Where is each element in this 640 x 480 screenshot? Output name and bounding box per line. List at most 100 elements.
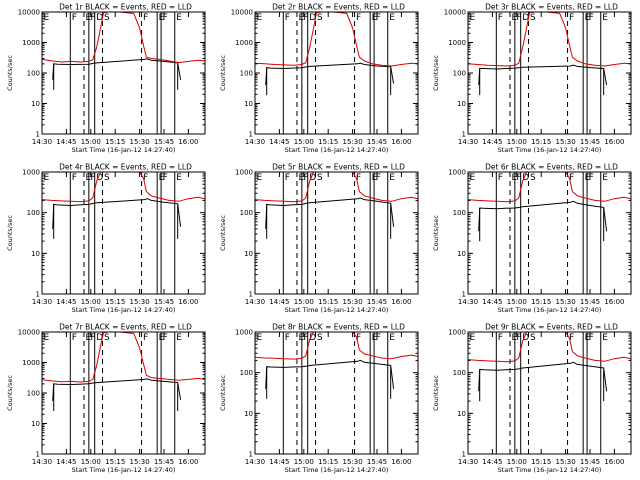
marker-label-9: F [589,173,594,183]
x-tick-label: 14:30 [245,138,265,146]
events-series-line [265,359,395,389]
y-axis-title: Counts/sec [219,375,227,411]
marker-label-6: S [317,13,323,23]
events-series-line [478,361,608,392]
marker-label-2: F [285,13,290,23]
marker-label-9: F [163,13,168,23]
marker-label-6: S [104,173,110,183]
marker-label-10: E [176,13,182,23]
y-tick-label: 1 [249,451,253,459]
marker-label-5: D [309,173,316,183]
x-tick-label: 16:00 [178,138,198,146]
x-axis-title: Start Time (16-Jan-12 14:27:40) [498,466,602,474]
panel-title: Det 2r BLACK = Events, RED = LLD [272,3,405,12]
x-tick-label: 14:45 [269,458,289,466]
plot-frame [254,331,419,455]
x-tick-label: 15:30 [556,298,576,306]
y-tick-label: 100 [240,70,253,78]
marker-label-6: S [104,333,110,343]
marker-label-5: D [96,173,103,183]
panel-title: Det 4r BLACK = Events, RED = LLD [59,163,192,172]
y-tick-label: 100 [27,70,40,78]
marker-label-4: F [90,13,95,23]
x-tick-label: 15:00 [81,458,101,466]
marker-label-4: F [303,13,308,23]
events-series-line [52,198,182,229]
y-tick-label: 10 [244,250,253,258]
y-tick-label: 10 [457,100,466,108]
x-axis-title: Start Time (16-Jan-12 14:27:40) [72,466,176,474]
x-tick-label: 15:00 [294,458,314,466]
x-tick-label: 15:15 [318,138,338,146]
y-axis-title: Counts/sec [432,215,440,251]
marker-label-6: S [530,173,536,183]
panel-title: Det 5r BLACK = Events, RED = LLD [272,163,405,172]
y-tick-label: 1000 [22,359,40,367]
marker-label-9: F [376,13,381,23]
x-tick-label: 14:45 [482,458,502,466]
y-tick-label: 1 [462,451,466,459]
marker-label-1: E [44,173,50,183]
x-tick-label: 14:45 [56,458,76,466]
panel-2: Det 2r BLACK = Events, RED = LLDEFEFDSFE… [219,3,419,154]
x-tick-label: 15:15 [105,458,125,466]
y-axis-title: Counts/sec [6,55,14,91]
y-tick-label: 1 [462,131,466,139]
x-tick-label: 15:45 [154,138,174,146]
y-tick-label: 1000 [448,329,466,337]
x-tick-label: 15:00 [294,298,314,306]
y-tick-label: 10 [31,420,40,428]
marker-label-8: E [372,333,378,343]
events-series-line [265,62,395,86]
y-tick-label: 1 [36,451,40,459]
marker-label-5: D [96,333,103,343]
marker-label-1: E [470,13,476,23]
y-tick-label: 1000 [235,39,253,47]
x-tick-label: 16:00 [178,458,198,466]
y-tick-label: 1000 [448,169,466,177]
y-tick-label: 10 [457,250,466,258]
marker-label-4: F [516,333,521,343]
panel-title: Det 1r BLACK = Events, RED = LLD [59,3,192,12]
marker-label-10: E [602,333,608,343]
x-axis-title: Start Time (16-Jan-12 14:27:40) [285,466,389,474]
y-tick-label: 100 [240,369,253,377]
x-tick-label: 15:30 [130,138,150,146]
y-tick-label: 10000 [231,9,253,17]
marker-label-8: E [372,173,378,183]
marker-label-2: F [72,333,77,343]
x-tick-label: 14:45 [269,298,289,306]
y-tick-label: 1000 [22,169,40,177]
marker-label-10: E [176,173,182,183]
panel-1: Det 1r BLACK = Events, RED = LLDEFEFDSFE… [6,3,206,154]
x-axis-title: Start Time (16-Jan-12 14:27:40) [498,146,602,154]
plot-frame [254,11,419,135]
plot-frame [41,171,206,295]
y-tick-label: 100 [453,70,466,78]
marker-label-8: E [159,173,165,183]
panel-9: Det 9r BLACK = Events, RED = LLDEFEFDSFE… [432,323,632,474]
x-tick-label: 14:30 [458,458,478,466]
panel-8: Det 8r BLACK = Events, RED = LLDEFEFDSFE… [219,323,419,474]
marker-label-6: S [317,173,323,183]
x-tick-label: 14:30 [458,138,478,146]
marker-label-8: E [585,333,591,343]
marker-label-7: F [569,13,574,23]
events-series-line [52,58,182,80]
x-tick-label: 15:45 [367,298,387,306]
marker-label-10: E [389,13,395,23]
marker-label-6: S [317,333,323,343]
y-tick-label: 10 [31,250,40,258]
plot-frame [41,331,206,455]
marker-label-2: F [498,333,503,343]
marker-label-2: F [285,173,290,183]
marker-label-6: S [530,333,536,343]
panel-6: Det 6r BLACK = Events, RED = LLDEFEFDSFE… [432,163,632,314]
x-tick-label: 15:00 [507,458,527,466]
marker-label-8: E [585,13,591,23]
marker-label-8: E [159,13,165,23]
y-tick-label: 10 [244,410,253,418]
events-series-line [265,197,395,229]
x-tick-label: 14:30 [458,298,478,306]
marker-label-4: F [90,173,95,183]
